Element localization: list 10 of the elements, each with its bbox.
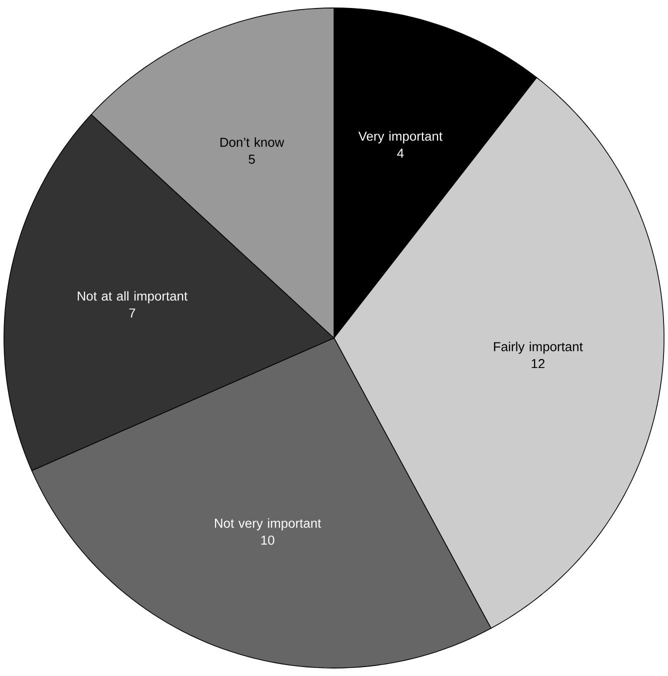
data-label: 5 [248,154,255,164]
data-label: 7 [129,308,136,318]
slice-label: Don’t know [220,137,284,147]
slice-label: Fairly important [494,342,583,354]
slice-label: Not at all important [78,291,188,304]
data-label: 10 [261,536,274,545]
data-label: 12 [532,359,544,368]
data-label: 4 [397,148,404,158]
slice-label: Very important [358,131,442,144]
slice-label: Not very important [215,518,322,530]
